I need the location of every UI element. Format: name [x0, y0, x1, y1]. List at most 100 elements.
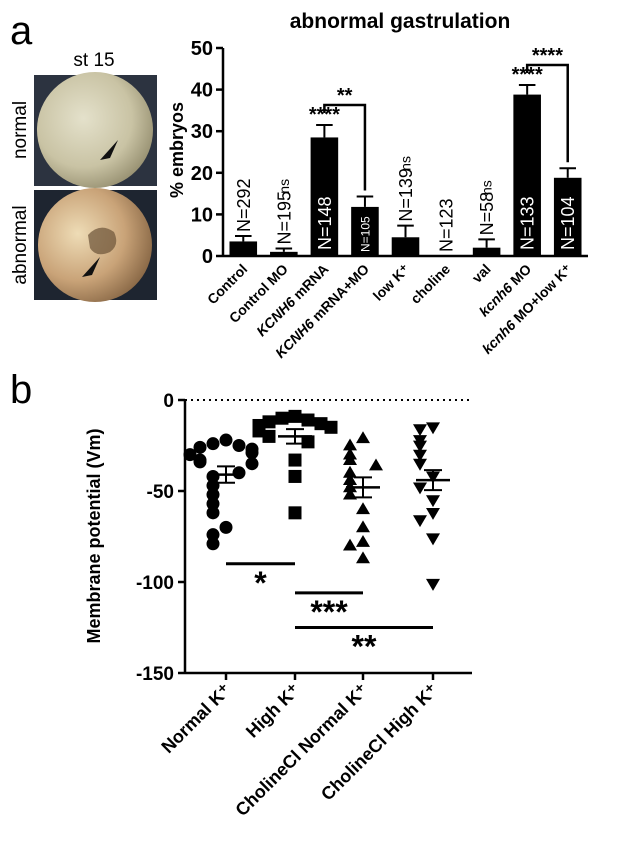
significance-ns: ns [479, 180, 495, 195]
photo-label-abnormal: abnormal [10, 205, 31, 284]
data-point [206, 437, 220, 451]
bar [270, 251, 298, 256]
n-label: N=195 [274, 191, 294, 245]
data-point [356, 551, 370, 564]
bar [513, 94, 541, 256]
scatter-y-tick-label: -150 [136, 664, 174, 685]
data-point [343, 538, 357, 551]
data-point [356, 431, 370, 444]
scatter-category-label: CholineCl High K⁺ [317, 680, 442, 805]
photo-label-normal: normal [10, 101, 31, 159]
data-point [206, 537, 220, 551]
n-label: N=133 [518, 196, 538, 250]
data-point [288, 453, 302, 467]
scatter-y-tick-label: -50 [147, 482, 174, 503]
bar-category-label: val [469, 261, 494, 286]
data-point [356, 502, 370, 515]
data-point [206, 506, 220, 520]
data-point [232, 439, 246, 452]
bar [553, 177, 582, 256]
data-point [413, 440, 427, 453]
data-point [343, 487, 357, 500]
scatter-ylabel: Membrane potential (Vm) [84, 428, 104, 643]
data-point [413, 449, 427, 462]
data-point [206, 497, 220, 511]
bar [472, 247, 501, 256]
data-point [252, 424, 266, 438]
bar [391, 237, 420, 256]
bar-y-tick-label: 20 [191, 163, 213, 185]
abnormal-lesion [88, 227, 117, 255]
data-point [183, 448, 197, 462]
significance-ns: ns [398, 156, 414, 171]
data-point [206, 488, 220, 502]
data-point [206, 469, 220, 483]
significance-bracket [525, 63, 569, 163]
data-point [343, 473, 357, 485]
bar-chart-ylabel: % embryos [167, 102, 187, 198]
n-label: N=105 [358, 216, 372, 252]
scatter-plot: Membrane potential (Vm) 0 -50 -100 -150Norm… [84, 391, 472, 820]
significance-label: ** [352, 629, 377, 665]
data-point [206, 479, 220, 493]
bar [351, 206, 379, 256]
significance-stars: **** [309, 104, 340, 126]
data-point [206, 528, 220, 542]
scatter-y-tick-label: 0 [163, 391, 174, 412]
data-point [343, 465, 357, 478]
data-point [232, 466, 246, 480]
scatter-category-label: Normal K⁺ [157, 680, 234, 757]
n-label: N=104 [558, 196, 578, 250]
n-label: N=139 [396, 168, 416, 222]
significance-bracket [323, 103, 367, 191]
bar-category-label: choline [407, 261, 453, 307]
photo-stage-title: st 15 [73, 50, 114, 71]
bar-y-tick-label: 0 [202, 246, 213, 268]
significance-stars: **** [512, 64, 543, 86]
scatter-category-label: CholineCl Normal K⁺ [231, 680, 371, 820]
n-label: N=58 [477, 192, 497, 236]
normal-embryo [37, 72, 153, 188]
data-point [413, 482, 427, 495]
bar-chart: abnormal gastrulation % embryos 0 10 20 30 4… [167, 10, 588, 361]
bar-y-tick-label: 10 [191, 204, 213, 226]
n-label: N=292 [234, 178, 254, 232]
panel-b-letter: b [10, 368, 32, 412]
data-point [426, 495, 440, 508]
bar [310, 137, 339, 256]
bar-y-tick-label: 30 [191, 121, 213, 143]
data-point [288, 409, 302, 423]
data-point [324, 420, 338, 434]
data-point [288, 469, 302, 483]
data-point [301, 435, 315, 449]
data-point [343, 438, 357, 451]
data-point [262, 415, 276, 429]
data-point [426, 422, 440, 435]
data-point [343, 453, 357, 465]
bar-chart-title: abnormal gastrulation [290, 10, 511, 33]
embryo-photos: st 15 normal abnormal [10, 50, 157, 302]
data-point [301, 413, 315, 427]
bar-category-label: low K⁺ [370, 261, 413, 304]
scatter-y-tick-label: -100 [136, 573, 174, 594]
data-point [193, 455, 207, 469]
data-point [356, 534, 370, 547]
data-point [369, 458, 383, 471]
data-point [219, 520, 233, 534]
data-point [426, 533, 440, 546]
panel-a-letter: a [10, 9, 33, 53]
bracket-label: ** [337, 85, 353, 107]
bar-y-tick-label: 40 [191, 80, 213, 102]
data-point [314, 417, 328, 431]
n-label: N=148 [315, 196, 335, 250]
data-point [245, 446, 259, 460]
data-point [219, 433, 233, 447]
data-point [262, 429, 276, 443]
data-point [193, 440, 207, 454]
n-label: N=123 [437, 198, 457, 252]
data-point [413, 424, 427, 437]
data-point [288, 506, 302, 520]
bar-y-tick-label: 50 [191, 38, 213, 60]
data-point [356, 520, 370, 533]
